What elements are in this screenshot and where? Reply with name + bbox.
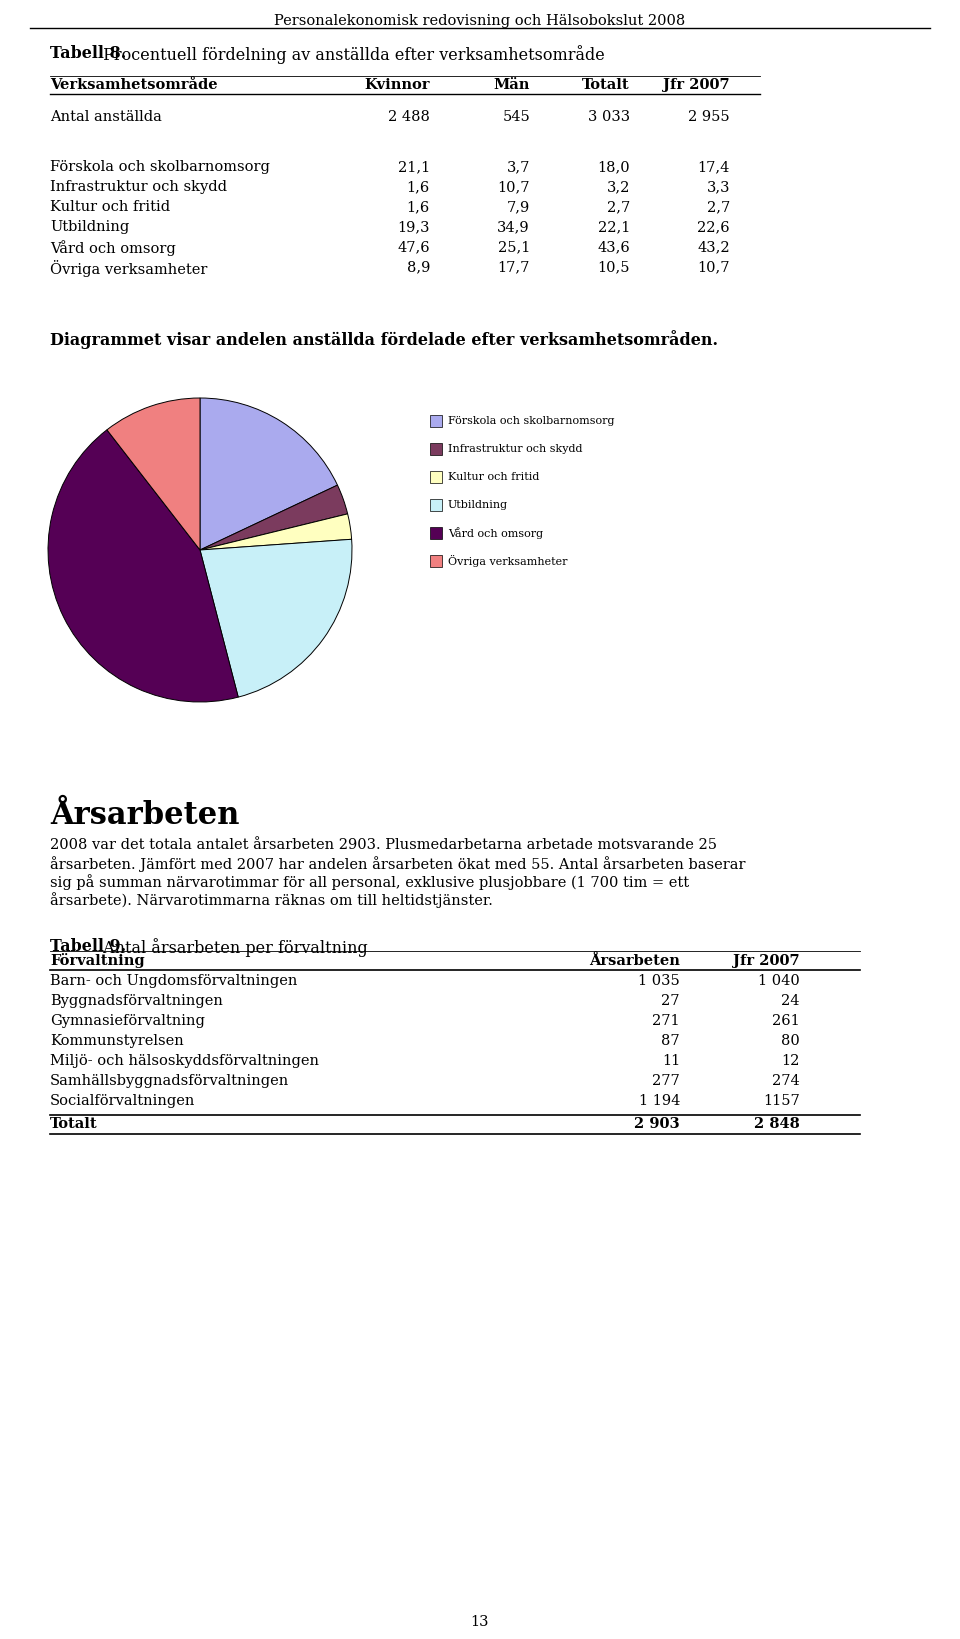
Text: Procentuell fördelning av anställda efter verksamhetsområde: Procentuell fördelning av anställda efte… — [98, 44, 605, 64]
Wedge shape — [107, 398, 200, 551]
Wedge shape — [200, 398, 338, 551]
Text: 2 488: 2 488 — [388, 110, 430, 125]
Wedge shape — [200, 485, 348, 551]
Text: 1157: 1157 — [763, 1093, 800, 1108]
Text: Verksamhetsområde: Verksamhetsområde — [50, 79, 218, 92]
Text: 43,2: 43,2 — [697, 239, 730, 254]
Text: 43,6: 43,6 — [597, 239, 630, 254]
Text: 3,3: 3,3 — [707, 180, 730, 193]
Text: Infrastruktur och skydd: Infrastruktur och skydd — [50, 180, 227, 193]
Text: Miljö- och hälsoskyddsförvaltningen: Miljö- och hälsoskyddsförvaltningen — [50, 1054, 319, 1069]
Text: 25,1: 25,1 — [497, 239, 530, 254]
Text: Antal årsarbeten per förvaltning: Antal årsarbeten per förvaltning — [98, 938, 368, 957]
Text: 1,6: 1,6 — [407, 200, 430, 215]
Text: Kultur och fritid: Kultur och fritid — [50, 200, 170, 215]
Text: 1 194: 1 194 — [638, 1093, 680, 1108]
Text: 17,7: 17,7 — [497, 261, 530, 274]
Text: 10,5: 10,5 — [597, 261, 630, 274]
Text: Byggnadsförvaltningen: Byggnadsförvaltningen — [50, 993, 223, 1008]
Text: 271: 271 — [653, 1015, 680, 1028]
Text: Barn- och Ungdomsförvaltningen: Barn- och Ungdomsförvaltningen — [50, 974, 298, 988]
Text: 7,9: 7,9 — [507, 200, 530, 215]
Text: Totalt: Totalt — [583, 79, 630, 92]
Text: 47,6: 47,6 — [397, 239, 430, 254]
Text: sig på summan närvarotimmar för all personal, exklusive plusjobbare (1 700 tim =: sig på summan närvarotimmar för all pers… — [50, 874, 689, 890]
Text: Årsarbeten: Årsarbeten — [589, 954, 680, 969]
Text: Övriga verksamheter: Övriga verksamheter — [448, 556, 567, 567]
Text: Kultur och fritid: Kultur och fritid — [448, 472, 540, 482]
Text: 17,4: 17,4 — [698, 161, 730, 174]
FancyBboxPatch shape — [430, 556, 442, 567]
Text: Män: Män — [493, 79, 530, 92]
Text: 19,3: 19,3 — [397, 220, 430, 234]
Text: 13: 13 — [470, 1614, 490, 1629]
Text: 11: 11 — [661, 1054, 680, 1069]
Text: 2,7: 2,7 — [607, 200, 630, 215]
FancyBboxPatch shape — [430, 498, 442, 511]
Text: Infrastruktur och skydd: Infrastruktur och skydd — [448, 444, 583, 454]
Text: Samhällsbyggnadsförvaltningen: Samhällsbyggnadsförvaltningen — [50, 1074, 289, 1088]
Text: Kvinnor: Kvinnor — [365, 79, 430, 92]
Text: 24: 24 — [781, 993, 800, 1008]
FancyBboxPatch shape — [430, 528, 442, 539]
Wedge shape — [200, 515, 351, 551]
Text: 22,6: 22,6 — [697, 220, 730, 234]
Text: Utbildning: Utbildning — [50, 220, 130, 234]
Text: 8,9: 8,9 — [407, 261, 430, 274]
Text: 10,7: 10,7 — [698, 261, 730, 274]
Text: Antal anställda: Antal anställda — [50, 110, 162, 125]
Text: 10,7: 10,7 — [497, 180, 530, 193]
Text: 21,1: 21,1 — [397, 161, 430, 174]
Text: Diagrammet visar andelen anställda fördelade efter verksamhetsområden.: Diagrammet visar andelen anställda förde… — [50, 329, 718, 349]
Wedge shape — [48, 429, 238, 701]
FancyBboxPatch shape — [430, 443, 442, 456]
Text: 277: 277 — [652, 1074, 680, 1088]
Text: Utbildning: Utbildning — [448, 500, 508, 510]
Text: årsarbete). Närvarotimmarna räknas om till heltidstjänster.: årsarbete). Närvarotimmarna räknas om ti… — [50, 892, 492, 908]
FancyBboxPatch shape — [430, 470, 442, 484]
Text: 2008 var det totala antalet årsarbeten 2903. Plusmedarbetarna arbetade motsvaran: 2008 var det totala antalet årsarbeten 2… — [50, 838, 717, 852]
Text: 34,9: 34,9 — [497, 220, 530, 234]
Text: 3 033: 3 033 — [588, 110, 630, 125]
Text: 274: 274 — [772, 1074, 800, 1088]
Text: 1 040: 1 040 — [758, 974, 800, 988]
Text: 3,7: 3,7 — [507, 161, 530, 174]
FancyBboxPatch shape — [430, 415, 442, 428]
Text: årsarbeten. Jämfört med 2007 har andelen årsarbeten ökat med 55. Antal årsarbete: årsarbeten. Jämfört med 2007 har andelen… — [50, 856, 746, 872]
Text: Årsarbeten: Årsarbeten — [50, 800, 239, 831]
Text: Tabell 8.: Tabell 8. — [50, 44, 127, 62]
Text: 2 903: 2 903 — [635, 1118, 680, 1131]
Text: 12: 12 — [781, 1054, 800, 1069]
Text: Personalekonomisk redovisning och Hälsobokslut 2008: Personalekonomisk redovisning och Hälsob… — [275, 15, 685, 28]
Text: Kommunstyrelsen: Kommunstyrelsen — [50, 1034, 183, 1047]
Text: 1 035: 1 035 — [638, 974, 680, 988]
Text: Jfr 2007: Jfr 2007 — [733, 954, 800, 969]
Text: Jfr 2007: Jfr 2007 — [663, 79, 730, 92]
Text: 87: 87 — [661, 1034, 680, 1047]
Wedge shape — [200, 539, 352, 697]
Text: 18,0: 18,0 — [597, 161, 630, 174]
Text: Tabell 9.: Tabell 9. — [50, 938, 126, 956]
Text: Förvaltning: Förvaltning — [50, 952, 145, 969]
Text: 3,2: 3,2 — [607, 180, 630, 193]
Text: 261: 261 — [772, 1015, 800, 1028]
Text: Vård och omsorg: Vård och omsorg — [50, 239, 176, 256]
Text: 2 848: 2 848 — [755, 1118, 800, 1131]
Text: 2,7: 2,7 — [707, 200, 730, 215]
Text: Förskola och skolbarnomsorg: Förskola och skolbarnomsorg — [448, 416, 614, 426]
Text: Vård och omsorg: Vård och omsorg — [448, 528, 543, 539]
Text: Övriga verksamheter: Övriga verksamheter — [50, 261, 207, 277]
Text: 80: 80 — [781, 1034, 800, 1047]
Text: 2 955: 2 955 — [688, 110, 730, 125]
Text: Totalt: Totalt — [50, 1118, 98, 1131]
Text: Förskola och skolbarnomsorg: Förskola och skolbarnomsorg — [50, 161, 270, 174]
Text: 27: 27 — [661, 993, 680, 1008]
Text: Socialförvaltningen: Socialförvaltningen — [50, 1093, 196, 1108]
Text: 22,1: 22,1 — [598, 220, 630, 234]
Text: 545: 545 — [502, 110, 530, 125]
Text: Gymnasieförvaltning: Gymnasieförvaltning — [50, 1015, 204, 1028]
Text: 1,6: 1,6 — [407, 180, 430, 193]
